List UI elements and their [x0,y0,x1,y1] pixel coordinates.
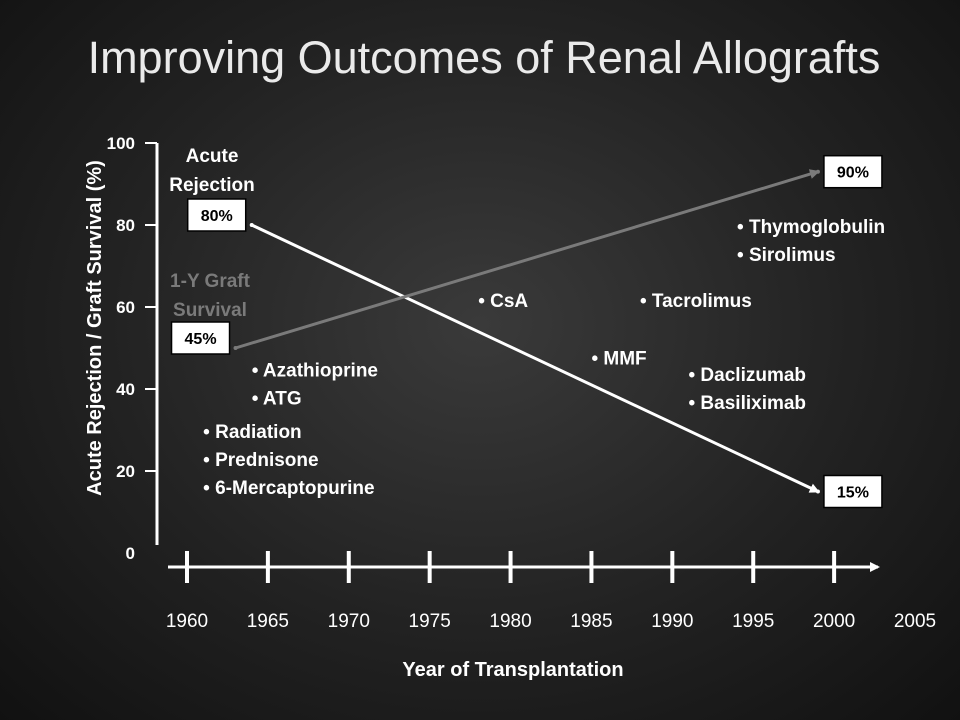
x-tick-label: 1980 [489,611,531,632]
series-point [249,223,254,227]
drug-annotation: • MMF [591,348,646,369]
series-end-label: 90% [837,165,869,182]
x-tick-label: 1990 [651,611,693,632]
series-start-label: 80% [201,208,233,225]
chart-title: Improving Outcomes of Renal Allografts [88,32,881,83]
x-tick-label: 1970 [328,611,370,632]
y-tick-label: 100 [107,134,135,153]
x-axis: 1960 1965 1970 1975 1980 1985 1990 1995 2000 2005 [166,551,936,632]
annotation-layer: • Radiation • Prednisone • 6-Mercaptopurin… [203,217,885,499]
x-tick-label: 2005 [894,611,936,632]
y-axis-title: Acute Rejection / Graft Survival (%) [84,160,106,496]
series-name-label: 1-Y Graft [170,271,251,292]
series-start-box [186,198,247,232]
y-tick-label: 20 [116,462,135,481]
series-name-label: Rejection [169,175,255,196]
drug-annotation: • Daclizumab [689,365,807,386]
series-name-label: Survival [173,300,247,321]
drug-annotation: • Prednisone [203,450,318,471]
x-tick-label: 1975 [409,611,451,632]
drug-annotation: • Radiation [203,422,302,443]
x-tick-label: 1985 [570,611,612,632]
series-end-label: 15% [837,485,869,502]
series-line-0 [251,223,820,493]
y-tick-label: 60 [116,298,135,317]
y-tick-label: 0 [126,544,135,563]
series-point [815,169,820,174]
drug-annotation: • Basiliximab [689,393,807,414]
drug-annotation: • Thymoglobulin [737,217,885,238]
series-line-1 [235,169,820,350]
series-name-label: Acute [186,146,239,167]
y-axis: 0 20 40 60 80 100 [107,134,159,563]
x-tick-label: 1995 [732,611,774,632]
x-axis-title: Year of Transplantation [402,659,623,681]
series-start-box [170,321,231,355]
series-end-box [823,474,883,509]
x-tick-label: 2000 [813,611,855,632]
drug-annotation: • ATG [252,389,302,410]
series-point [815,489,820,494]
drug-annotation: • CsA [478,291,528,312]
drug-annotation: • Sirolimus [737,245,836,266]
y-tick-label: 80 [116,216,135,235]
x-tick-label: 1965 [247,611,289,632]
series-end-box [823,154,883,189]
drug-annotation: • 6-Mercaptopurine [203,478,374,499]
drug-annotation: • Tacrolimus [640,291,752,312]
y-tick-label: 40 [116,380,135,399]
series-point [233,346,238,350]
x-tick-label: 1960 [166,611,208,632]
drug-annotation: • Azathioprine [252,361,378,382]
series-layer: 80% 15% Acute Rejection 45% 90% 1-Y Graft Survi… [169,146,883,509]
series-start-label: 45% [185,331,217,348]
